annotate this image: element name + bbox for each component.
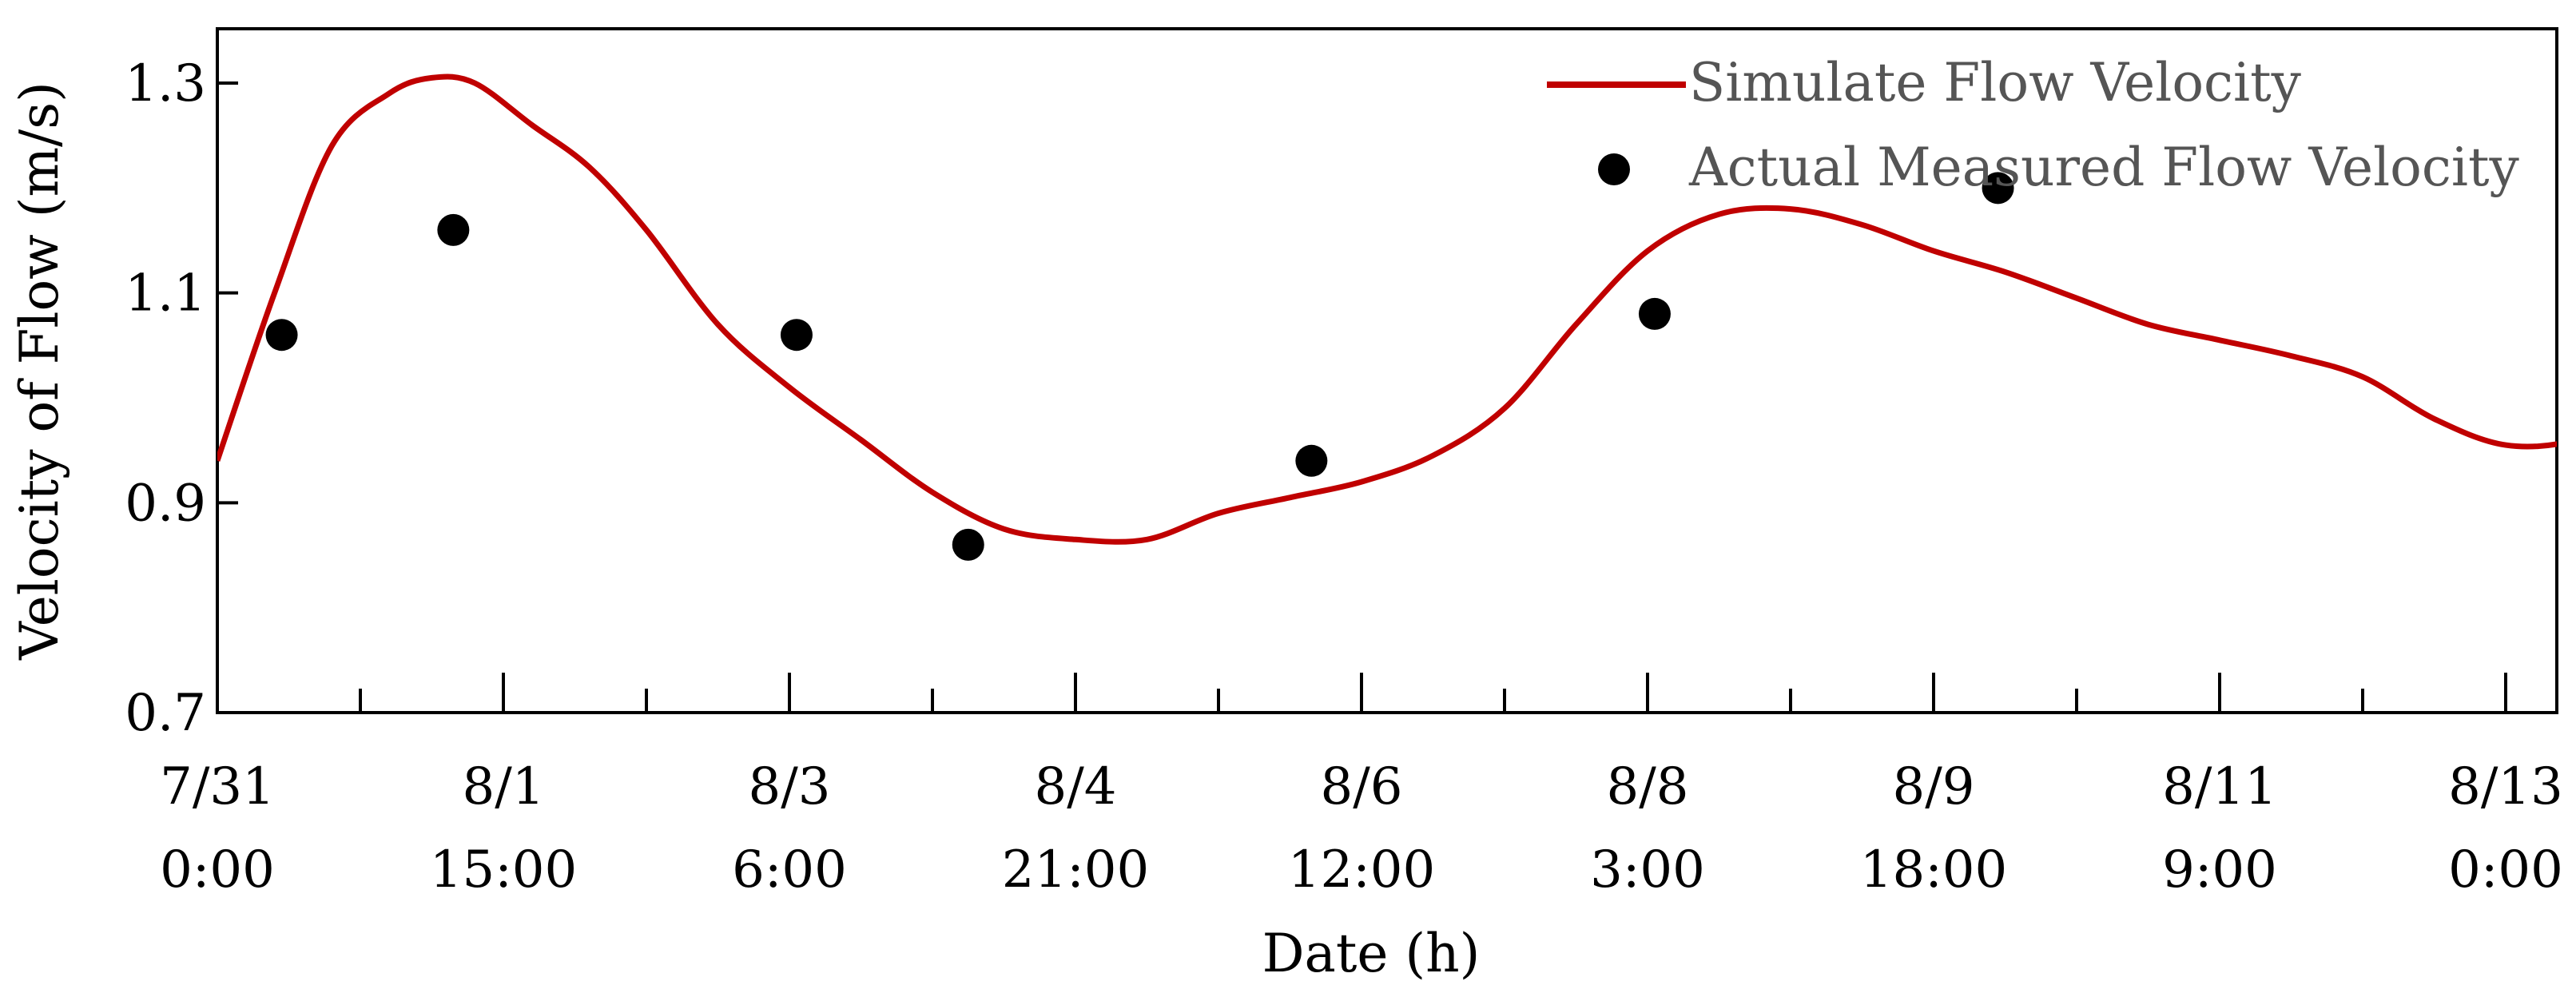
y-tick-label: 1.3 <box>125 54 206 113</box>
legend: Simulate Flow Velocity Actual Measured F… <box>1547 52 2520 198</box>
x-tick-label-date: 7/31 <box>160 757 275 816</box>
x-tick-label-date: 8/13 <box>2448 757 2563 816</box>
x-tick-label-time: 6:00 <box>732 840 847 900</box>
x-tick-label-time: 0:00 <box>2448 840 2563 900</box>
x-tick-label-date: 8/1 <box>463 757 545 816</box>
legend-label-measured: Actual Measured Flow Velocity <box>1688 137 2520 198</box>
x-tick-label-date: 8/3 <box>749 757 831 816</box>
x-tick-label-time: 3:00 <box>1590 840 1705 900</box>
measured-velocity-point <box>780 319 813 352</box>
y-tick-label: 0.7 <box>125 684 206 743</box>
x-tick-label-time: 15:00 <box>430 840 577 900</box>
x-axis-title: Date (h) <box>1262 923 1481 984</box>
measured-velocity-point <box>1295 444 1328 477</box>
simulated-velocity-line <box>217 73 2557 545</box>
x-tick-label-date: 8/8 <box>1607 757 1689 816</box>
plot-frame <box>216 27 2558 714</box>
x-tick-label-time: 0:00 <box>160 840 275 900</box>
measured-velocity-point <box>265 319 298 352</box>
measured-velocity-point <box>437 213 470 246</box>
measured-velocity-point <box>1638 297 1671 330</box>
measured-velocity-point <box>952 528 984 561</box>
y-tick-label: 1.1 <box>125 264 206 324</box>
y-tick-label: 0.9 <box>125 474 206 533</box>
x-tick-label-date: 8/6 <box>1321 757 1403 816</box>
x-tick-label-time: 9:00 <box>2162 840 2277 900</box>
legend-label-simulated: Simulate Flow Velocity <box>1689 52 2302 113</box>
x-tick-label-time: 18:00 <box>1860 840 2007 900</box>
measured-velocity-point <box>1982 172 2014 205</box>
y-axis-title: Velocity of Flow (m/s) <box>9 81 70 661</box>
x-tick-label-date: 8/9 <box>1893 757 1975 816</box>
legend-marker-swatch <box>1598 153 1630 185</box>
x-tick-label-date: 8/4 <box>1035 757 1117 816</box>
x-tick-label-time: 21:00 <box>1002 840 1149 900</box>
x-tick-label-time: 12:00 <box>1288 840 1435 900</box>
x-tick-label-date: 8/11 <box>2162 757 2277 816</box>
